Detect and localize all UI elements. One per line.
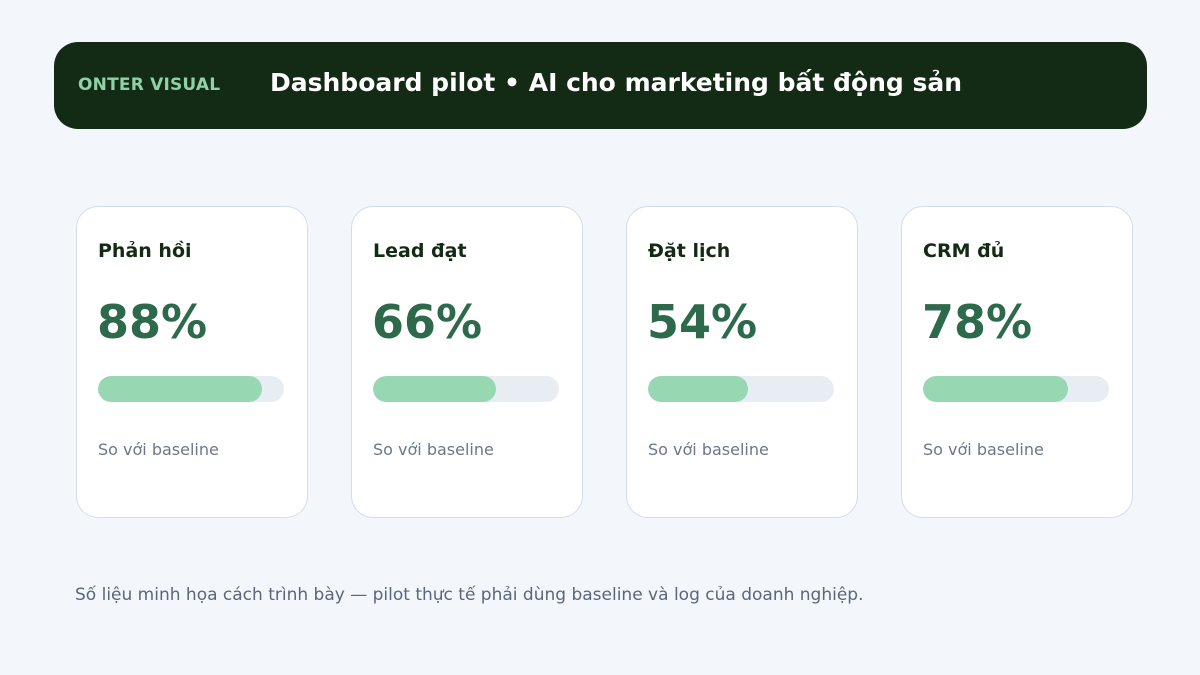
progress-track: [923, 376, 1109, 402]
metric-note: So với baseline: [373, 440, 494, 459]
metric-value: 54%: [647, 295, 758, 349]
progress-track: [648, 376, 834, 402]
metric-label: Đặt lịch: [648, 240, 731, 262]
metric-note: So với baseline: [648, 440, 769, 459]
metric-card-phan-hoi: Phản hồi 88% So với baseline: [76, 206, 308, 518]
metric-label: CRM đủ: [923, 240, 1005, 262]
progress-track: [373, 376, 559, 402]
metric-note: So với baseline: [98, 440, 219, 459]
progress-track: [98, 376, 284, 402]
progress-fill: [373, 376, 496, 402]
brand-label: ONTER VISUAL: [78, 75, 221, 95]
progress-fill: [648, 376, 749, 402]
page-title: Dashboard pilot • AI cho marketing bất đ…: [270, 68, 963, 97]
metric-value: 88%: [97, 295, 208, 349]
metric-card-lead-dat: Lead đạt 66% So với baseline: [351, 206, 583, 518]
progress-fill: [98, 376, 262, 402]
footnote: Số liệu minh họa cách trình bày — pilot …: [75, 585, 864, 605]
progress-fill: [923, 376, 1069, 402]
metric-note: So với baseline: [923, 440, 1044, 459]
metric-label: Phản hồi: [98, 240, 192, 262]
metric-value: 66%: [372, 295, 483, 349]
metric-card-crm-du: CRM đủ 78% So với baseline: [901, 206, 1133, 518]
header-banner: ONTER VISUAL Dashboard pilot • AI cho ma…: [54, 42, 1147, 129]
metric-card-dat-lich: Đặt lịch 54% So với baseline: [626, 206, 858, 518]
metric-label: Lead đạt: [373, 240, 467, 262]
metric-value: 78%: [922, 295, 1033, 349]
